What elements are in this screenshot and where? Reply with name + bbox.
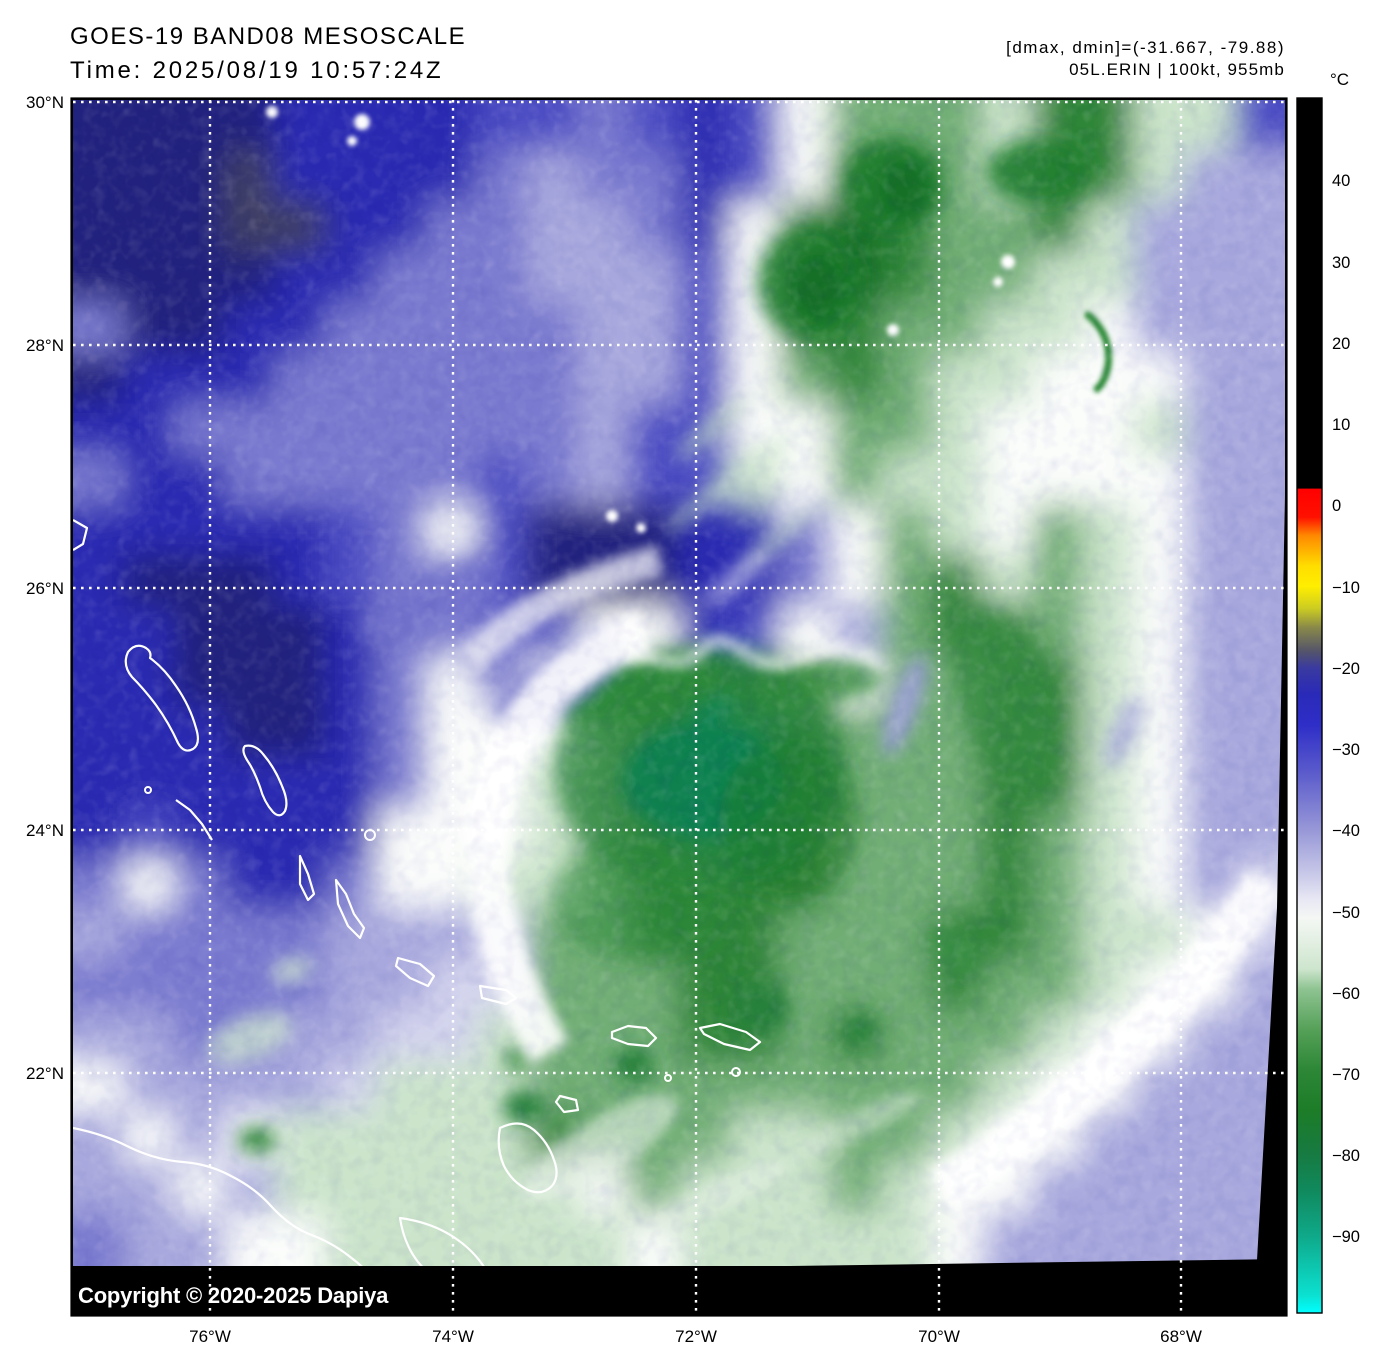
svg-text:70°W: 70°W bbox=[918, 1327, 960, 1346]
svg-text:Time: 2025/08/19 10:57:24Z: Time: 2025/08/19 10:57:24Z bbox=[70, 57, 443, 84]
svg-text:−60: −60 bbox=[1332, 985, 1360, 1003]
svg-text:−50: −50 bbox=[1332, 904, 1360, 922]
svg-text:10: 10 bbox=[1332, 416, 1350, 434]
svg-text:28°N: 28°N bbox=[26, 336, 64, 355]
svg-text:°C: °C bbox=[1330, 70, 1349, 89]
svg-text:40: 40 bbox=[1332, 172, 1350, 190]
svg-text:20: 20 bbox=[1332, 335, 1350, 353]
svg-text:−70: −70 bbox=[1332, 1066, 1360, 1084]
svg-text:Copyright © 2020-2025 Dapiya: Copyright © 2020-2025 Dapiya bbox=[78, 1283, 389, 1308]
svg-text:05L.ERIN | 100kt, 955mb: 05L.ERIN | 100kt, 955mb bbox=[1069, 60, 1285, 79]
svg-text:[dmax, dmin]=(-31.667, -79.88): [dmax, dmin]=(-31.667, -79.88) bbox=[1006, 38, 1285, 57]
svg-text:GOES-19 BAND08 MESOSCALE: GOES-19 BAND08 MESOSCALE bbox=[70, 23, 466, 50]
svg-text:24°N: 24°N bbox=[26, 821, 64, 840]
svg-text:26°N: 26°N bbox=[26, 579, 64, 598]
svg-text:30°N: 30°N bbox=[26, 93, 64, 112]
svg-text:−40: −40 bbox=[1332, 822, 1360, 840]
svg-text:−10: −10 bbox=[1332, 579, 1360, 597]
svg-text:72°W: 72°W bbox=[675, 1327, 717, 1346]
svg-text:−30: −30 bbox=[1332, 741, 1360, 759]
svg-text:0: 0 bbox=[1332, 497, 1341, 515]
svg-text:76°W: 76°W bbox=[189, 1327, 231, 1346]
svg-text:68°W: 68°W bbox=[1160, 1327, 1202, 1346]
svg-text:74°W: 74°W bbox=[432, 1327, 474, 1346]
svg-text:−90: −90 bbox=[1332, 1228, 1360, 1246]
svg-text:22°N: 22°N bbox=[26, 1064, 64, 1083]
svg-text:30: 30 bbox=[1332, 254, 1350, 272]
svg-text:−80: −80 bbox=[1332, 1147, 1360, 1165]
svg-text:−20: −20 bbox=[1332, 660, 1360, 678]
